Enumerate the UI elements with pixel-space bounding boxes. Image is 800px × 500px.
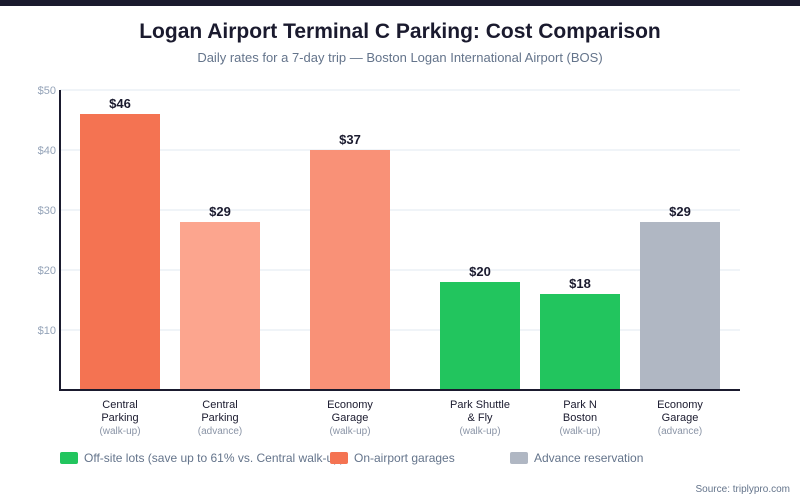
bar-value-label: $37 <box>339 132 361 147</box>
legend-item-offsite: Off-site lots (save up to 61% vs. Centra… <box>60 451 344 465</box>
legend-item-on-airport: On-airport garages <box>330 451 455 465</box>
y-tick-label: $40 <box>38 145 56 157</box>
y-tick-label: $20 <box>38 265 56 277</box>
x-tick-label: Park Shuttle <box>450 399 510 411</box>
legend-label-on-airport: On-airport garages <box>354 451 455 465</box>
bar-value-label: $46 <box>109 96 131 111</box>
x-tick-label: Park N <box>563 399 597 411</box>
bar <box>80 114 160 390</box>
x-tick-label: Boston <box>563 412 597 424</box>
x-tick-sublabel: (advance) <box>658 426 702 437</box>
x-tick-label: Garage <box>332 412 369 424</box>
y-tick-label: $10 <box>38 325 56 337</box>
x-tick-sublabel: (walk-up) <box>329 426 370 437</box>
bar <box>310 150 390 390</box>
bar <box>540 294 620 390</box>
top-bar <box>0 0 800 6</box>
legend-label-offsite: Off-site lots (save up to 61% vs. Centra… <box>84 451 344 465</box>
x-tick-sublabel: (walk-up) <box>99 426 140 437</box>
x-tick-label: Central <box>102 399 137 411</box>
chart-title: Logan Airport Terminal C Parking: Cost C… <box>139 20 661 43</box>
bar-value-label: $29 <box>209 204 231 219</box>
x-tick-label: Garage <box>662 412 699 424</box>
legend-swatch-on-airport <box>330 452 348 464</box>
legend-label-advance: Advance reservation <box>534 451 644 465</box>
x-tick-sublabel: (advance) <box>198 426 242 437</box>
x-tick-label: Parking <box>101 412 138 424</box>
x-tick-label: Central <box>202 399 237 411</box>
bar-value-label: $18 <box>569 276 591 291</box>
x-tick-label: Parking <box>201 412 238 424</box>
legend-swatch-offsite <box>60 452 78 464</box>
legend-item-advance: Advance reservation <box>510 451 643 465</box>
x-tick-label: Economy <box>657 399 703 411</box>
source-note: Source: triplypro.com <box>695 484 790 495</box>
bar-value-label: $20 <box>469 264 491 279</box>
y-tick-label: $50 <box>38 85 56 97</box>
x-tick-label: Economy <box>327 399 373 411</box>
bar <box>440 282 520 390</box>
y-tick-label: $30 <box>38 205 56 217</box>
x-tick-sublabel: (walk-up) <box>559 426 600 437</box>
bar-value-label: $29 <box>669 204 691 219</box>
bar <box>640 222 720 390</box>
x-tick-sublabel: (walk-up) <box>459 426 500 437</box>
legend-swatch-advance <box>510 452 528 464</box>
x-tick-label: & Fly <box>467 412 493 424</box>
chart-subtitle: Daily rates for a 7-day trip — Boston Lo… <box>197 50 603 65</box>
bar <box>180 222 260 390</box>
